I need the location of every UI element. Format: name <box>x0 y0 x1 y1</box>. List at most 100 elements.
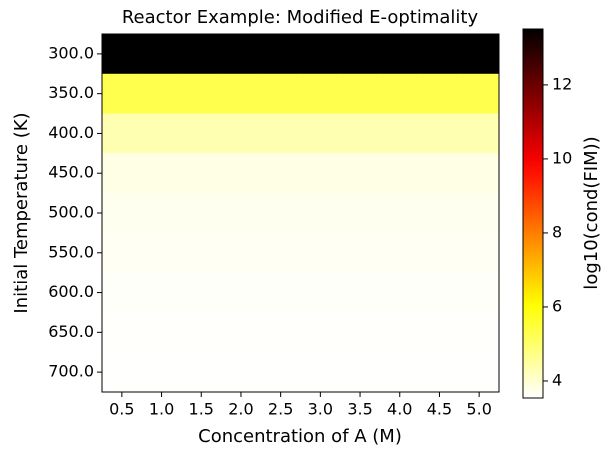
heatmap-cell <box>260 352 301 393</box>
heatmap-cell <box>379 34 421 75</box>
x-tick-label: 4.5 <box>427 400 452 419</box>
heatmap-cell <box>340 352 381 393</box>
heatmap-cell <box>340 193 381 234</box>
heatmap-cell <box>181 34 222 75</box>
heatmap-cell <box>221 232 262 274</box>
y-tick-label: 300.0 <box>48 43 94 62</box>
heatmap-cell <box>419 352 460 393</box>
x-tick-label: 2.5 <box>268 400 293 419</box>
heatmap-cell <box>300 113 341 154</box>
heatmap-cell <box>260 312 301 353</box>
y-tick-label: 600.0 <box>48 282 94 301</box>
heatmap-cell <box>459 113 500 154</box>
heatmap-cell <box>102 113 143 154</box>
heatmap-cell <box>340 113 381 154</box>
heatmap-cell <box>141 312 182 353</box>
colorbar-tick-label: 6 <box>552 296 562 315</box>
x-tick-label: 2.0 <box>228 400 253 419</box>
colorbar-tick-label: 10 <box>552 148 572 167</box>
heatmap-cell <box>260 73 301 115</box>
heatmap-cell <box>141 34 182 75</box>
heatmap-cell <box>141 232 182 274</box>
heatmap-cell <box>379 73 421 115</box>
heatmap-cell <box>102 193 143 234</box>
heatmap-cell <box>260 232 301 274</box>
heatmap-cell <box>221 113 262 154</box>
x-axis-label: Concentration of A (M) <box>198 426 402 447</box>
heatmap-cell <box>300 312 341 353</box>
y-tick-label: 650.0 <box>48 322 94 341</box>
heatmap-cell <box>102 352 143 393</box>
y-tick-label: 400.0 <box>48 123 94 142</box>
heatmap-cell <box>181 352 222 393</box>
heatmap-cell <box>419 272 460 313</box>
heatmap-cell <box>181 113 222 154</box>
heatmap-cell <box>340 73 381 115</box>
heatmap-cell <box>141 153 182 194</box>
heatmap-cell <box>340 312 381 353</box>
heatmap-cell <box>221 272 262 313</box>
heatmap-cell <box>260 34 301 75</box>
heatmap-cell <box>340 232 381 274</box>
heatmap-cell <box>300 34 341 75</box>
colorbar <box>522 28 544 399</box>
heatmap-cell <box>102 272 143 313</box>
y-tick-label: 500.0 <box>48 203 94 222</box>
heatmap-cell <box>419 113 460 154</box>
heatmap-cell <box>141 113 182 154</box>
chart-title: Reactor Example: Modified E-optimality <box>122 7 479 28</box>
heatmap-cell <box>300 73 341 115</box>
heatmap-cell <box>221 193 262 234</box>
heatmap-cell <box>459 193 500 234</box>
heatmap-cell <box>181 232 222 274</box>
heatmap-cell <box>459 312 500 353</box>
heatmap-cell <box>379 232 421 274</box>
x-tick-label: 4.0 <box>387 400 412 419</box>
colorbar-label: log10(cond(FIM)) <box>581 136 602 289</box>
heatmap-cell <box>141 272 182 313</box>
heatmap-cell <box>419 153 460 194</box>
heatmap-cell <box>221 34 262 75</box>
heatmap-cell <box>221 73 262 115</box>
heatmap-cell <box>459 73 500 115</box>
heatmap-cell <box>379 352 421 393</box>
heatmap-cell <box>340 153 381 194</box>
heatmap-cell <box>379 113 421 154</box>
y-tick-label: 350.0 <box>48 83 94 102</box>
heatmap-cell <box>181 73 222 115</box>
heatmap-cell <box>419 193 460 234</box>
heatmap-cell <box>102 232 143 274</box>
heatmap-cell <box>300 352 341 393</box>
heatmap-cell <box>379 153 421 194</box>
heatmap-cell <box>181 193 222 234</box>
heatmap-cell <box>340 34 381 75</box>
heatmap-cell <box>459 272 500 313</box>
heatmap-cell <box>260 113 301 154</box>
colorbar-tick-label: 12 <box>552 74 572 93</box>
heatmap-cell <box>379 272 421 313</box>
x-tick-label: 1.0 <box>149 400 174 419</box>
heatmap-cell <box>102 153 143 194</box>
heatmap-cell <box>141 193 182 234</box>
x-tick-label: 5.0 <box>466 400 491 419</box>
heatmap-cell <box>260 272 301 313</box>
heatmap-cell <box>379 193 421 234</box>
x-tick-label: 3.5 <box>347 400 372 419</box>
y-tick-label: 700.0 <box>48 362 94 381</box>
heatmap-cell <box>459 232 500 274</box>
heatmap-cell <box>459 34 500 75</box>
y-tick-label: 450.0 <box>48 163 94 182</box>
x-tick-label: 0.5 <box>109 400 134 419</box>
heatmap-cell <box>221 312 262 353</box>
heatmap-cell <box>221 352 262 393</box>
colorbar-tick-label: 4 <box>552 370 562 389</box>
heatmap-cell <box>300 193 341 234</box>
heatmap-cell <box>419 312 460 353</box>
heatmap-cell <box>459 352 500 393</box>
heatmap-cell <box>181 312 222 353</box>
heatmap-cell <box>141 352 182 393</box>
heatmap-cell <box>459 153 500 194</box>
heatmap-cell <box>221 153 262 194</box>
heatmap-cell <box>419 34 460 75</box>
